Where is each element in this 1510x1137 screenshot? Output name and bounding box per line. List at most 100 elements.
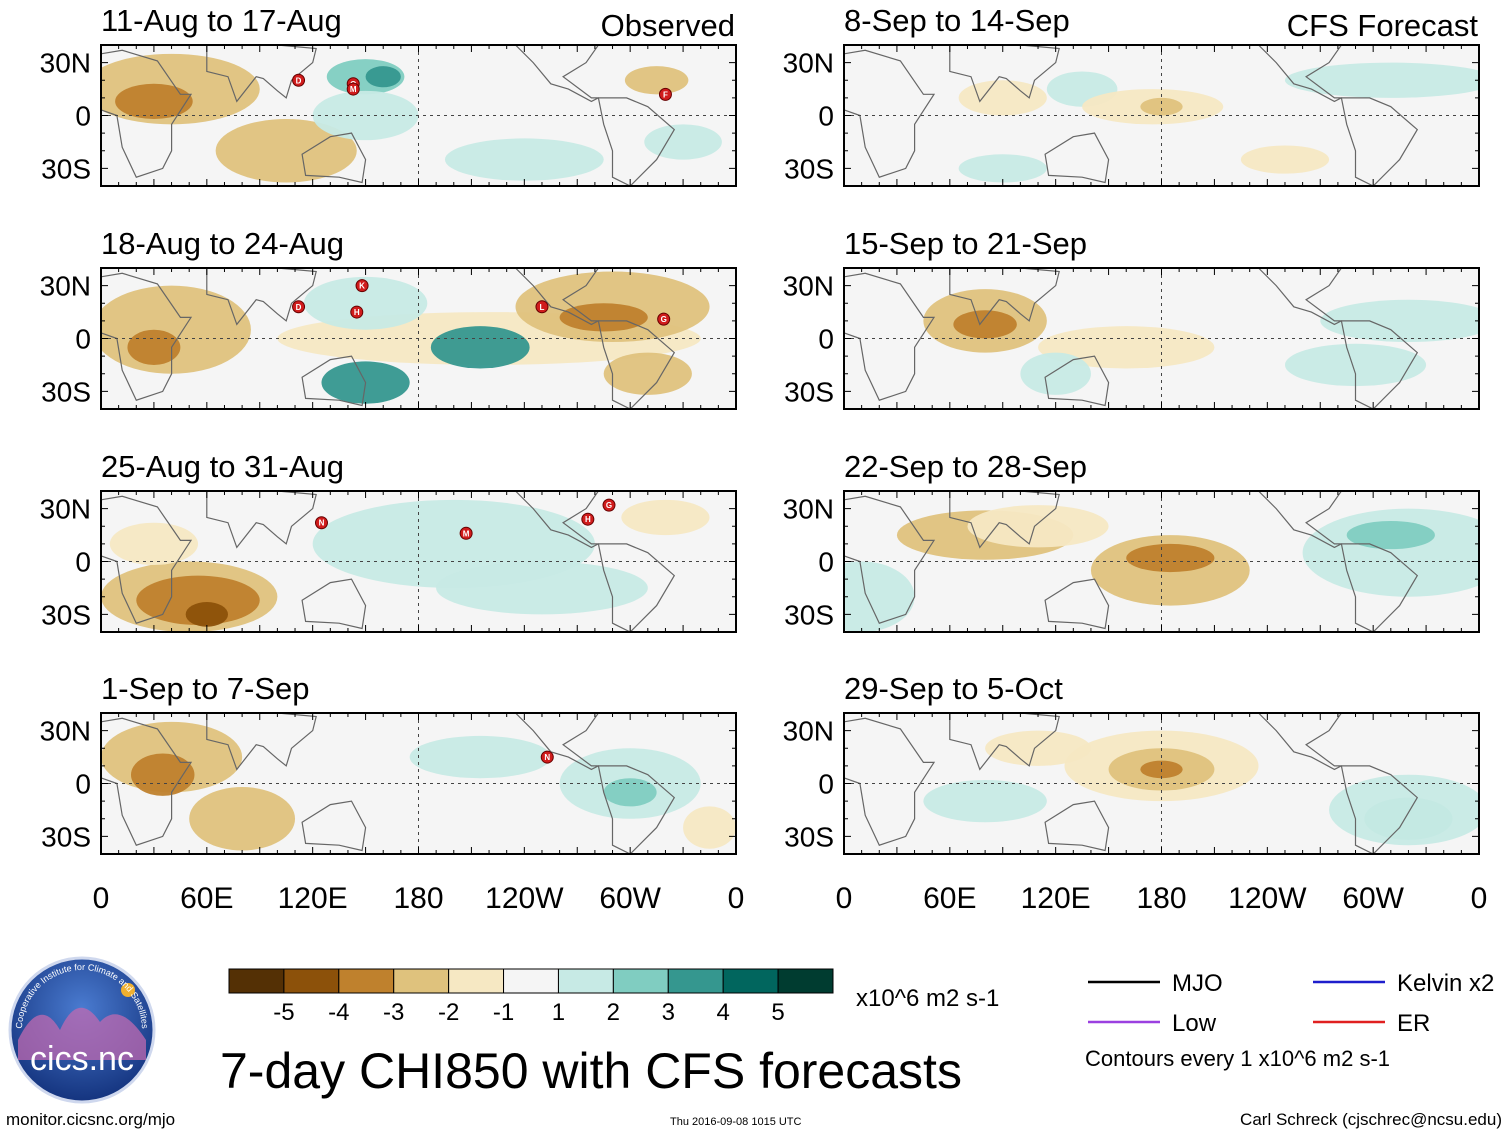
logo-text: cics.nc (30, 1040, 134, 1078)
coastline (1257, 268, 1419, 409)
anomaly-blob (844, 561, 915, 632)
storm-marker: G (657, 312, 671, 326)
anomaly-blob (1020, 352, 1091, 395)
cics-logo: cics.nc Cooperative Institute for Climat… (8, 956, 156, 1104)
x-tick-label: 60W (1342, 882, 1404, 915)
storm-marker: K (355, 279, 369, 293)
storm-label: N (319, 519, 325, 528)
storm-label: H (585, 515, 591, 524)
coastline (514, 268, 676, 409)
coastline (301, 800, 367, 852)
panel-title: 1-Sep to 7-Sep (101, 671, 310, 706)
anomaly-blob (953, 310, 1017, 339)
anomaly-blob (1240, 145, 1330, 174)
anomaly-blob (127, 329, 181, 365)
storm-marker: D (292, 300, 306, 314)
colorbar-label: -2 (438, 999, 459, 1026)
panel-0-0: DOMF (101, 45, 736, 186)
y-tick-label: 30N (40, 716, 91, 747)
y-tick-label: 30S (41, 153, 91, 184)
colorbar-label: -3 (383, 999, 404, 1026)
y-tick-label: 0 (818, 547, 834, 578)
x-tick-label: 60W (599, 882, 661, 915)
anomaly-blob (303, 276, 428, 330)
colorbar-cell (557, 968, 614, 994)
contour-note: Contours every 1 x10^6 m2 s-1 (1085, 1046, 1391, 1071)
colorbar-label: 3 (662, 999, 675, 1026)
anomaly-blob (1140, 97, 1183, 116)
coastline (1044, 132, 1110, 184)
colorbar-label: -4 (328, 999, 349, 1026)
x-tick-label: 120W (485, 882, 564, 915)
coastline (949, 713, 1060, 771)
legend-label: Low (1172, 1010, 1217, 1037)
storm-marker: H (350, 305, 364, 319)
y-tick-label: 30S (784, 153, 834, 184)
anomaly-blob (958, 154, 1047, 183)
x-tick-label: 0 (1471, 882, 1488, 915)
storm-icon (346, 82, 360, 96)
coastline (206, 268, 317, 326)
coastline (1044, 578, 1110, 630)
storm-label: N (544, 753, 550, 762)
storm-icon (292, 73, 306, 87)
colorbar-cell (393, 968, 450, 994)
anomaly-blob (958, 80, 1047, 116)
y-tick-label: 0 (818, 769, 834, 800)
y-tick-label: 30S (41, 599, 91, 630)
anomaly-blob (130, 753, 195, 796)
colorbar-cell (777, 968, 834, 994)
anomaly-blob (1285, 62, 1479, 98)
y-tick-label: 30N (783, 716, 834, 747)
storm-icon (657, 312, 671, 326)
storm-icon (459, 526, 473, 540)
y-tick-label: 0 (75, 101, 91, 132)
colorbar-label: 1 (552, 999, 565, 1026)
y-tick-label: 0 (818, 324, 834, 355)
storm-label: G (606, 501, 612, 510)
y-tick-label: 0 (75, 547, 91, 578)
y-tick-label: 0 (818, 101, 834, 132)
footer-author: Carl Schreck (cjschrec@ncsu.edu) (1240, 1110, 1502, 1129)
coastline (949, 45, 1060, 103)
storm-marker: G (602, 498, 616, 512)
anomaly-blob (603, 352, 692, 395)
anomaly-blob (644, 124, 722, 160)
storm-label: G (661, 315, 667, 324)
storm-icon (602, 498, 616, 512)
anomaly-blob (1320, 299, 1479, 343)
panel-0-1: D K H L G (101, 268, 736, 409)
anomaly-blob (109, 522, 199, 566)
panel-1-1 (844, 268, 1479, 409)
column-label: Observed (601, 8, 735, 43)
x-tick-label: 60E (923, 882, 976, 915)
footer-timestamp: Thu 2016-09-08 1015 UTC (670, 1116, 802, 1128)
x-tick-label: 60E (180, 882, 233, 915)
panel-title: 29-Sep to 5-Oct (844, 671, 1063, 706)
storm-icon (581, 512, 595, 526)
x-tick-label: 0 (728, 882, 745, 915)
colorbar-cell (612, 968, 669, 994)
y-tick-label: 30S (41, 376, 91, 407)
x-tick-label: 180 (393, 882, 443, 915)
colorbar-cell (722, 968, 779, 994)
panel-title: 25-Aug to 31-Aug (101, 449, 344, 484)
storm-label: D (296, 76, 302, 85)
anomaly-blob (430, 326, 530, 369)
coastline (1044, 800, 1110, 852)
coastline (514, 713, 676, 854)
x-tick-label: 120E (278, 882, 348, 915)
anomaly-blob (365, 66, 401, 88)
storm-label: M (463, 529, 470, 538)
column-label: CFS Forecast (1287, 8, 1479, 43)
y-tick-label: 0 (75, 769, 91, 800)
storm-label: K (359, 282, 365, 291)
coastline (206, 713, 317, 771)
panel-1-3 (844, 713, 1479, 854)
storm-marker: M (459, 526, 473, 540)
anomaly-blob (1329, 774, 1479, 846)
x-tick-label: 120E (1021, 882, 1091, 915)
coastline (1257, 491, 1419, 632)
coastline (301, 355, 367, 407)
anomaly-blob (683, 806, 736, 849)
